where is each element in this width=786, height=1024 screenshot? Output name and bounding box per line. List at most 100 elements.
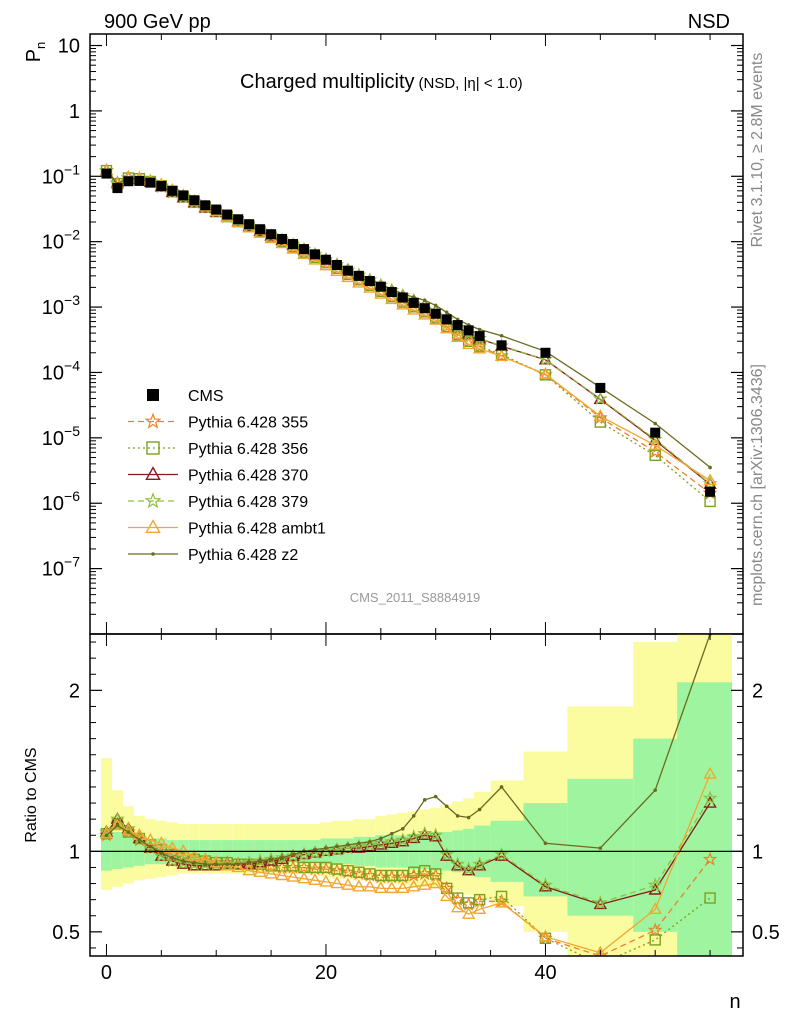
ratio-point <box>429 876 443 889</box>
ratio-point <box>313 847 317 852</box>
ratio-point <box>176 844 190 857</box>
ratio-point <box>461 906 476 919</box>
legend-label: CMS <box>188 388 224 405</box>
ratio-point <box>320 861 332 874</box>
legend-marker <box>147 389 159 401</box>
uncertainty-band-inner <box>633 738 678 932</box>
legend: CMS Pythia 6.428 355 Pythia 6.428 356 Pythi… <box>128 388 326 564</box>
ratio-point <box>286 869 300 882</box>
ratio-point <box>407 879 421 892</box>
cms-point <box>408 297 419 308</box>
legend-marker <box>144 412 162 429</box>
main-point <box>450 330 465 343</box>
ratio-point <box>335 844 339 849</box>
legend-item-pythia-6-428-379: Pythia 6.428 379 <box>128 492 308 511</box>
main-point <box>385 292 399 305</box>
ratio-point <box>170 855 175 860</box>
ratio-point <box>396 881 410 894</box>
ratio-point <box>148 844 153 849</box>
ratio-point <box>538 877 553 892</box>
ratio-point <box>364 868 376 880</box>
ratio-point <box>702 851 718 866</box>
ratio-point <box>104 833 109 838</box>
uncertainty-band-inner <box>677 682 733 956</box>
cms-point <box>496 340 507 351</box>
ratio-frame <box>89 633 744 957</box>
ratio-point <box>341 877 355 890</box>
cms-point <box>430 308 441 319</box>
ratio-panel: 0.5 0.51 12 20 20 40 <box>52 633 780 984</box>
ratio-point <box>406 829 422 844</box>
xtick-label: 40 <box>534 962 556 984</box>
header-left: 900 GeV pp <box>104 11 211 33</box>
ratio-ylabel: Ratio to CMS <box>23 747 40 842</box>
main-point <box>494 349 509 361</box>
legend-label: Pythia 6.428 370 <box>188 468 308 485</box>
ratio-point <box>386 869 398 882</box>
ratio-point <box>203 862 208 867</box>
main-ytick-label: 10−1 <box>42 161 80 188</box>
cms-point <box>134 175 145 186</box>
cms-point <box>123 176 134 187</box>
ratio-point <box>494 846 509 861</box>
main-ytick-label: 1 <box>69 101 80 123</box>
ratio-point <box>308 873 322 886</box>
ratio-point <box>363 879 377 892</box>
main-series-pythia-6-428-370 <box>99 163 717 489</box>
ratio-point <box>351 838 367 853</box>
ratio-series-pythia-6-428-z2 <box>104 634 712 867</box>
main-point <box>363 280 377 293</box>
main-point <box>708 465 712 470</box>
ratio-point <box>329 842 345 856</box>
ratio-point <box>385 881 399 894</box>
ratio-point <box>154 836 169 848</box>
ratio-point <box>450 900 465 913</box>
main-series-line <box>106 170 711 468</box>
ratio-point <box>374 881 388 894</box>
plot-title-main: Charged multiplicity <box>240 71 415 93</box>
cms-point <box>222 209 233 220</box>
cms-point <box>452 320 463 331</box>
main-point <box>422 298 427 303</box>
ratio-ytick-label: 1 <box>69 841 80 863</box>
cms-point <box>266 229 277 240</box>
ratio-point <box>594 945 607 956</box>
ratio-point <box>397 869 409 882</box>
main-frame <box>89 33 744 635</box>
main-point <box>461 337 476 350</box>
main-point <box>593 408 608 421</box>
ratio-point <box>309 861 321 874</box>
ratio-point <box>357 841 361 846</box>
ratio-series-line <box>106 634 711 865</box>
ratio-point <box>220 857 234 869</box>
cms-point <box>277 233 288 244</box>
ratio-ytick-label: 0.5 <box>52 922 80 944</box>
legend-marker <box>144 492 162 509</box>
ratio-point <box>648 902 662 915</box>
ratio-point <box>126 830 131 834</box>
cms-point <box>364 276 375 287</box>
main-point <box>703 473 717 486</box>
main-point <box>494 348 509 363</box>
legend-item-pythia-6-428-356: Pythia 6.428 356 <box>128 441 308 458</box>
ratio-point <box>400 827 405 831</box>
ratio-point <box>417 825 433 840</box>
main-ytick-label: 10−3 <box>42 292 80 319</box>
main-point <box>418 307 432 320</box>
ratio-point <box>121 823 136 836</box>
ratio-point <box>428 827 444 842</box>
legend-item-pythia-6-428-355: Pythia 6.428 355 <box>128 412 308 432</box>
side-label-rivet: Rivet 3.1.10, ≥ 2.8M events <box>749 53 766 248</box>
main-point <box>433 303 438 308</box>
ratio-point <box>346 843 350 847</box>
ratio-point <box>352 879 366 892</box>
ratio-point <box>450 856 466 871</box>
ratio-point <box>154 849 169 861</box>
ratio-ytick-label-right: 2 <box>752 680 763 702</box>
ratio-point <box>433 794 438 799</box>
main-point <box>396 297 410 310</box>
ratio-point <box>373 835 389 850</box>
uncertainty-band-outer <box>100 757 112 890</box>
cms-point <box>353 270 364 281</box>
ratio-point <box>390 831 394 836</box>
